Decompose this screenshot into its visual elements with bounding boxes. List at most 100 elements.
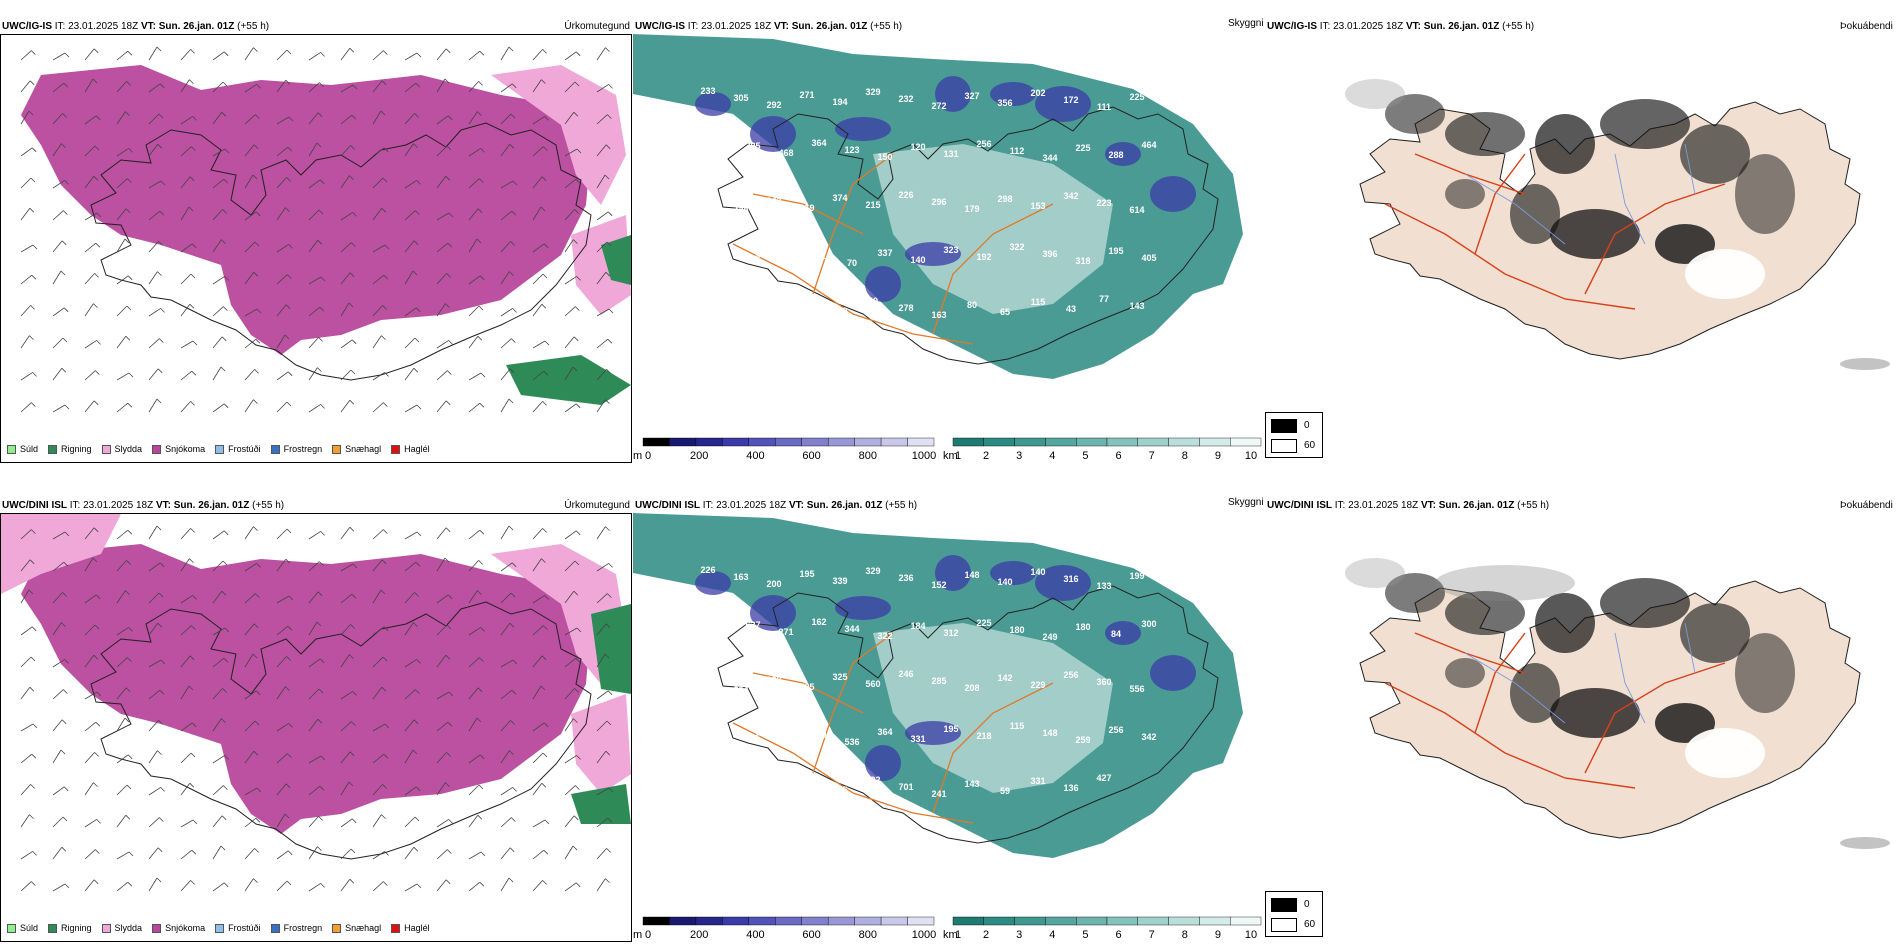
legend-item: Haglél: [391, 444, 430, 454]
ceiling-value: 249: [1042, 632, 1057, 642]
ceiling-value: 140: [1030, 567, 1045, 577]
ceiling-value: 322: [865, 775, 880, 785]
ceiling-value: 532: [778, 723, 793, 733]
ceiling-cells: [695, 76, 1196, 302]
legend-item: Snæhagl: [332, 923, 381, 933]
colorbar-bin: [1168, 916, 1200, 926]
ceiling-value: 199: [1129, 571, 1144, 581]
legend-label: Rigning: [61, 444, 92, 454]
ceiling-value: 271: [778, 627, 793, 637]
ceiling-value: 344: [1042, 153, 1057, 163]
ceiling-value: 312: [943, 628, 958, 638]
fog-index-field: [1345, 79, 1890, 370]
ceiling-value: 480: [766, 788, 781, 798]
ceiling-value: 249: [733, 302, 748, 312]
legend-item: Slydda: [101, 923, 143, 933]
ceiling-value: 332: [832, 306, 847, 316]
ceiling-value: 288: [1108, 150, 1123, 160]
ceiling-value: 304: [733, 685, 748, 695]
ceiling-value: 179: [964, 204, 979, 214]
legend-label: Snjókoma: [165, 923, 206, 933]
legend-swatch: [391, 923, 401, 933]
legend-label: Frostúði: [228, 444, 261, 454]
legend-swatch: [332, 923, 342, 933]
ceiling-value: 364: [811, 138, 826, 148]
legend-label: Frostregn: [283, 923, 323, 933]
moderate-visibility-area: [873, 623, 1113, 793]
ceiling-value: 316: [1063, 574, 1078, 584]
colorbar-tick: 6: [1115, 450, 1121, 462]
colorbar-tick: 200: [690, 450, 708, 462]
legend-swatch: [48, 444, 58, 454]
colorbar-tick: 5: [1082, 450, 1088, 462]
road-network: [732, 632, 1054, 824]
ceiling-value: 153: [1030, 201, 1045, 211]
fog-panel-bottom: UWC/DINI ISL IT: 23.01.2025 18Z VT: Sun.…: [1265, 497, 1900, 887]
ceiling-value: 200: [766, 579, 781, 589]
ceiling-value: 30: [868, 296, 878, 306]
colorbar-bin: [983, 437, 1015, 447]
ceiling-value: 292: [766, 100, 781, 110]
ceiling-value: 127: [745, 254, 760, 264]
colorbar-bin: [1045, 916, 1077, 926]
ceiling-value: 329: [865, 87, 880, 97]
precip-map: Súld Rigning Slydda Snjókoma Frostúði Frostre…: [0, 34, 632, 463]
ceiling-value: 80: [967, 300, 977, 310]
legend-label: Slydda: [114, 923, 143, 933]
panel-title: Skyggni: [1228, 497, 1264, 508]
ceiling-value: 464: [1141, 140, 1156, 150]
ceiling-value: 305: [733, 93, 748, 103]
colorbar-tick: 0: [645, 929, 651, 941]
colorbar-bin: [748, 437, 776, 447]
legend-label: Snæhagl: [345, 923, 382, 933]
legend-label: Snæhagl: [345, 444, 382, 454]
ceiling-value: 374: [832, 193, 847, 203]
ceiling-value: 701: [898, 782, 913, 792]
colorbar-bin: [880, 437, 908, 447]
legend-label: Frostregn: [283, 444, 323, 454]
ceiling-value: 84: [1111, 629, 1121, 639]
legend-item: Frostúði: [215, 444, 261, 454]
colorbar-bin: [775, 916, 802, 926]
ceiling-value: 327: [778, 244, 793, 254]
colorbar-bin: [952, 916, 984, 926]
panel-title: Úrkomutegund: [564, 21, 630, 32]
colorbar-bin: [722, 437, 750, 447]
ceiling-value: 256: [1108, 725, 1123, 735]
colorbar-bin: [827, 916, 855, 926]
colorbar-bin: [1075, 437, 1108, 447]
colorbar-tick: 600: [802, 450, 820, 462]
colorbar-bin: [669, 437, 697, 447]
ceiling-value: 479: [733, 206, 748, 216]
colorbar-unit: km: [943, 929, 958, 941]
colorbar-bin: [801, 916, 829, 926]
colorbar-bin: [669, 916, 697, 926]
colorbar-bin: [907, 437, 935, 447]
ceiling-value: 323: [943, 245, 958, 255]
precip-panel-bottom: UWC/DINI ISL IT: 23.01.2025 18Z VT: Sun.…: [0, 497, 632, 942]
visibility-colorbar: km 1 2 3 4 5 6 7 8 9 10: [943, 437, 1265, 463]
ceiling-value: 405: [1141, 253, 1156, 263]
legend-item: Haglél: [391, 923, 430, 933]
ceiling-value: 180: [1009, 625, 1024, 635]
legend-swatch: [7, 923, 16, 933]
ceiling-value: 115: [1010, 721, 1025, 731]
legend-item: Frostúði: [215, 923, 261, 933]
legend-swatch: [391, 444, 401, 454]
panel-title: Úrkomutegund: [564, 500, 630, 511]
ceiling-value: 148: [1042, 728, 1057, 738]
colorbar-bin: [748, 916, 776, 926]
legend-item: Frostregn: [270, 444, 323, 454]
panel-title: Þokuábendi: [1840, 21, 1893, 32]
precip-legend: Súld Rigning Slydda Snjókoma Frostúði Frostre…: [7, 923, 430, 933]
ceiling-value: 350: [811, 730, 826, 740]
ceiling-value: 705: [700, 678, 715, 688]
legend-item: Snjókoma: [152, 444, 205, 454]
ceiling-value: 211: [812, 251, 827, 261]
ceiling-value: 233: [700, 86, 715, 96]
colorbar-unit: m: [633, 929, 642, 941]
colorbar-bin: [642, 916, 670, 926]
colorbar-bin: [775, 437, 802, 447]
ceiling-value: 226: [700, 565, 715, 575]
legend-label: Rigning: [61, 923, 92, 933]
